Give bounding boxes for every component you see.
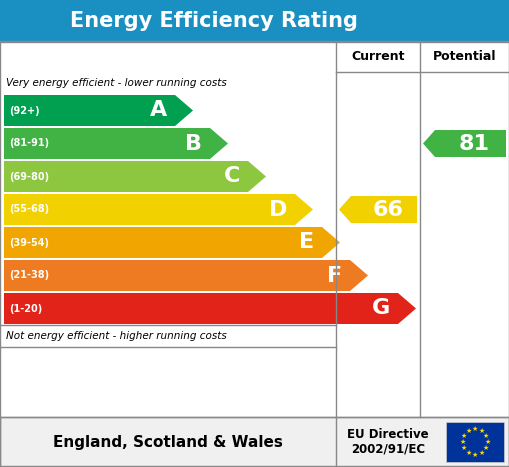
Text: E: E [299,233,314,253]
Text: (69-80): (69-80) [9,171,49,182]
Text: F: F [327,266,342,285]
Text: ★: ★ [472,452,478,458]
Text: Not energy efficient - higher running costs: Not energy efficient - higher running co… [6,331,227,341]
Text: ★: ★ [472,426,478,432]
Text: ★: ★ [483,446,489,452]
Text: EU Directive: EU Directive [347,429,429,441]
Text: (1-20): (1-20) [9,304,42,313]
Text: D: D [269,199,287,219]
Bar [0,417,509,467]
Text: A: A [150,100,167,120]
Polygon shape [4,293,416,324]
Text: Very energy efficient - lower running costs: Very energy efficient - lower running co… [6,78,227,88]
Text: Potential: Potential [433,50,496,64]
Text: ★: ★ [465,428,472,434]
Text: ★: ★ [483,432,489,439]
Text: Energy Efficiency Rating: Energy Efficiency Rating [70,11,358,31]
Bar [446,422,504,462]
Text: ★: ★ [459,439,465,445]
Text: ★: ★ [461,432,467,439]
Polygon shape [4,194,313,225]
Text: C: C [223,167,240,186]
Text: (92+): (92+) [9,106,40,115]
Text: (39-54): (39-54) [9,238,49,248]
Polygon shape [4,227,340,258]
Text: ★: ★ [478,428,485,434]
Text: (55-68): (55-68) [9,205,49,214]
Text: (81-91): (81-91) [9,139,49,149]
Text: G: G [372,298,390,318]
Text: Current: Current [351,50,405,64]
Text: England, Scotland & Wales: England, Scotland & Wales [53,434,283,450]
Text: (21-38): (21-38) [9,270,49,281]
Text: ★: ★ [478,450,485,456]
Text: B: B [185,134,202,154]
Polygon shape [4,260,368,291]
Text: 66: 66 [373,199,404,219]
Text: ★: ★ [461,446,467,452]
Polygon shape [423,130,506,157]
Text: ★: ★ [485,439,491,445]
Polygon shape [4,128,228,159]
Polygon shape [4,161,266,192]
Polygon shape [339,196,417,223]
Text: 2002/91/EC: 2002/91/EC [351,443,425,455]
Bar [0,0,509,42]
Polygon shape [4,95,193,126]
Text: 81: 81 [459,134,490,154]
Text: ★: ★ [465,450,472,456]
